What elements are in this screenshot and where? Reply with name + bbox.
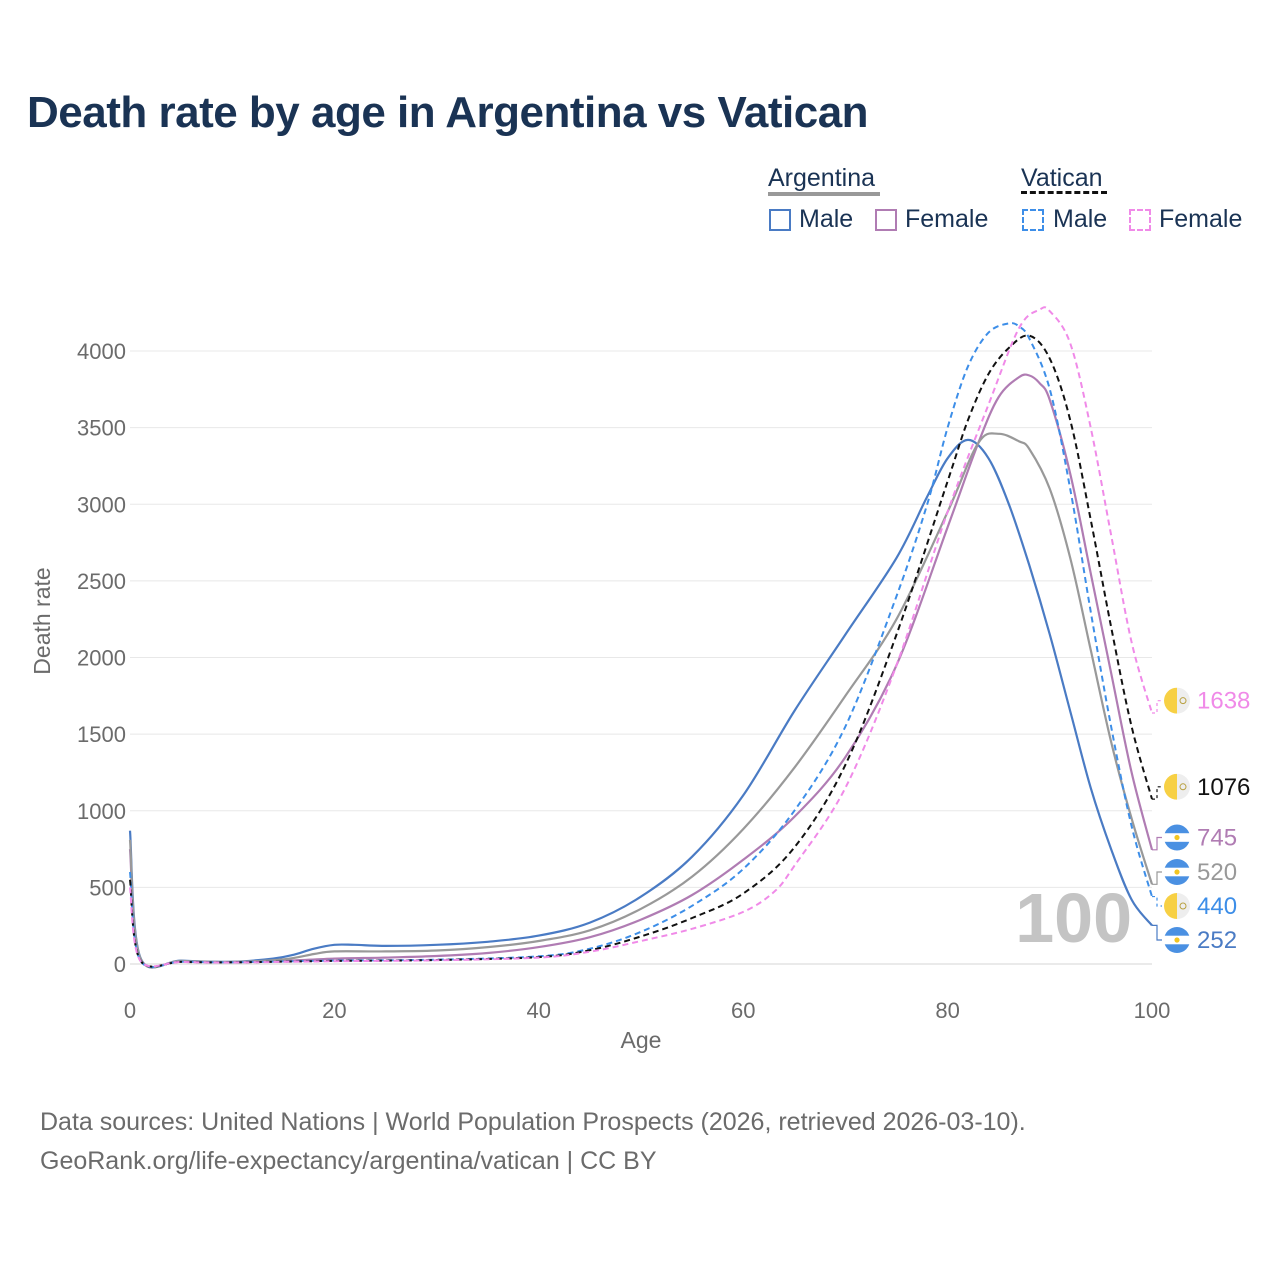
y-tick-label: 4000 xyxy=(77,339,126,364)
series-line-argentina-male[interactable] xyxy=(128,438,1153,969)
legend-label-vatican-female[interactable]: Female xyxy=(1159,205,1243,233)
leader-line-argentina-total xyxy=(1152,871,1162,885)
y-axis-label: Death rate xyxy=(29,567,55,674)
y-tick-label: 0 xyxy=(114,952,126,977)
y-tick-label: 3500 xyxy=(77,416,126,441)
vatican-flag-icon xyxy=(1164,687,1190,714)
end-value-label-argentina-female: 745 xyxy=(1197,825,1237,852)
vatican-flag-icon xyxy=(1164,773,1190,800)
leader-line-argentina-male xyxy=(1152,924,1162,941)
x-tick-label: 40 xyxy=(527,998,551,1023)
legend-swatch-vatican-male[interactable] xyxy=(1022,209,1044,231)
legend-vatican-dashed-line xyxy=(1021,191,1107,194)
series-line-argentina-total[interactable] xyxy=(128,432,1154,969)
leader-line-argentina-female xyxy=(1152,836,1162,851)
age-watermark: 100 xyxy=(1015,879,1132,957)
footer-link[interactable]: GeoRank.org/life-expectancy/argentina/va… xyxy=(40,1147,657,1175)
legend-label-vatican-male[interactable]: Male xyxy=(1053,205,1108,233)
legend-swatch-vatican-female[interactable] xyxy=(1129,209,1151,231)
legend-label-argentina-female[interactable]: Female xyxy=(905,205,989,233)
argentina-flag-icon xyxy=(1164,824,1190,851)
footer-sources: Data sources: United Nations | World Pop… xyxy=(40,1108,1026,1136)
series-line-vatican-male[interactable] xyxy=(129,322,1153,969)
argentina-flag-icon xyxy=(1164,859,1190,885)
series-line-vatican-female[interactable] xyxy=(129,306,1153,968)
series-line-vatican-total[interactable] xyxy=(129,334,1153,968)
y-tick-label: 3000 xyxy=(77,492,126,517)
y-tick-label: 2000 xyxy=(77,646,126,671)
x-tick-label: 0 xyxy=(124,998,136,1023)
legend-group-vatican[interactable]: Vatican xyxy=(1021,164,1103,192)
chart-title: Death rate by age in Argentina vs Vatica… xyxy=(27,88,869,137)
legend-group-argentina[interactable]: Argentina xyxy=(768,164,876,192)
y-tick-label: 500 xyxy=(89,875,126,900)
x-tick-label: 60 xyxy=(731,998,755,1023)
x-axis-label: Age xyxy=(621,1027,662,1053)
leader-line-vatican-female xyxy=(1152,700,1162,714)
x-tick-label: 80 xyxy=(935,998,959,1023)
legend-swatch-argentina-female[interactable] xyxy=(875,209,897,231)
series-line-argentina-female[interactable] xyxy=(128,373,1154,969)
leader-line-vatican-male xyxy=(1152,895,1162,907)
vatican-flag-icon xyxy=(1164,893,1190,919)
end-value-label-vatican-female: 1638 xyxy=(1197,688,1250,715)
end-value-label-vatican-male: 440 xyxy=(1197,893,1237,920)
y-tick-label: 1500 xyxy=(77,722,126,747)
legend-swatch-argentina-male[interactable] xyxy=(769,209,791,231)
y-tick-label: 1000 xyxy=(77,799,126,824)
legend-label-argentina-male[interactable]: Male xyxy=(799,205,854,233)
y-tick-label: 2500 xyxy=(77,569,126,594)
end-value-label-argentina-male: 252 xyxy=(1197,927,1237,954)
legend-argentina-solid-line xyxy=(768,192,880,196)
leader-line-vatican-total xyxy=(1152,786,1162,800)
argentina-flag-icon xyxy=(1164,927,1190,953)
x-tick-label: 20 xyxy=(322,998,346,1023)
x-tick-label: 100 xyxy=(1134,998,1171,1023)
end-value-label-vatican-total: 1076 xyxy=(1197,774,1250,801)
end-value-label-argentina-total: 520 xyxy=(1197,859,1237,886)
